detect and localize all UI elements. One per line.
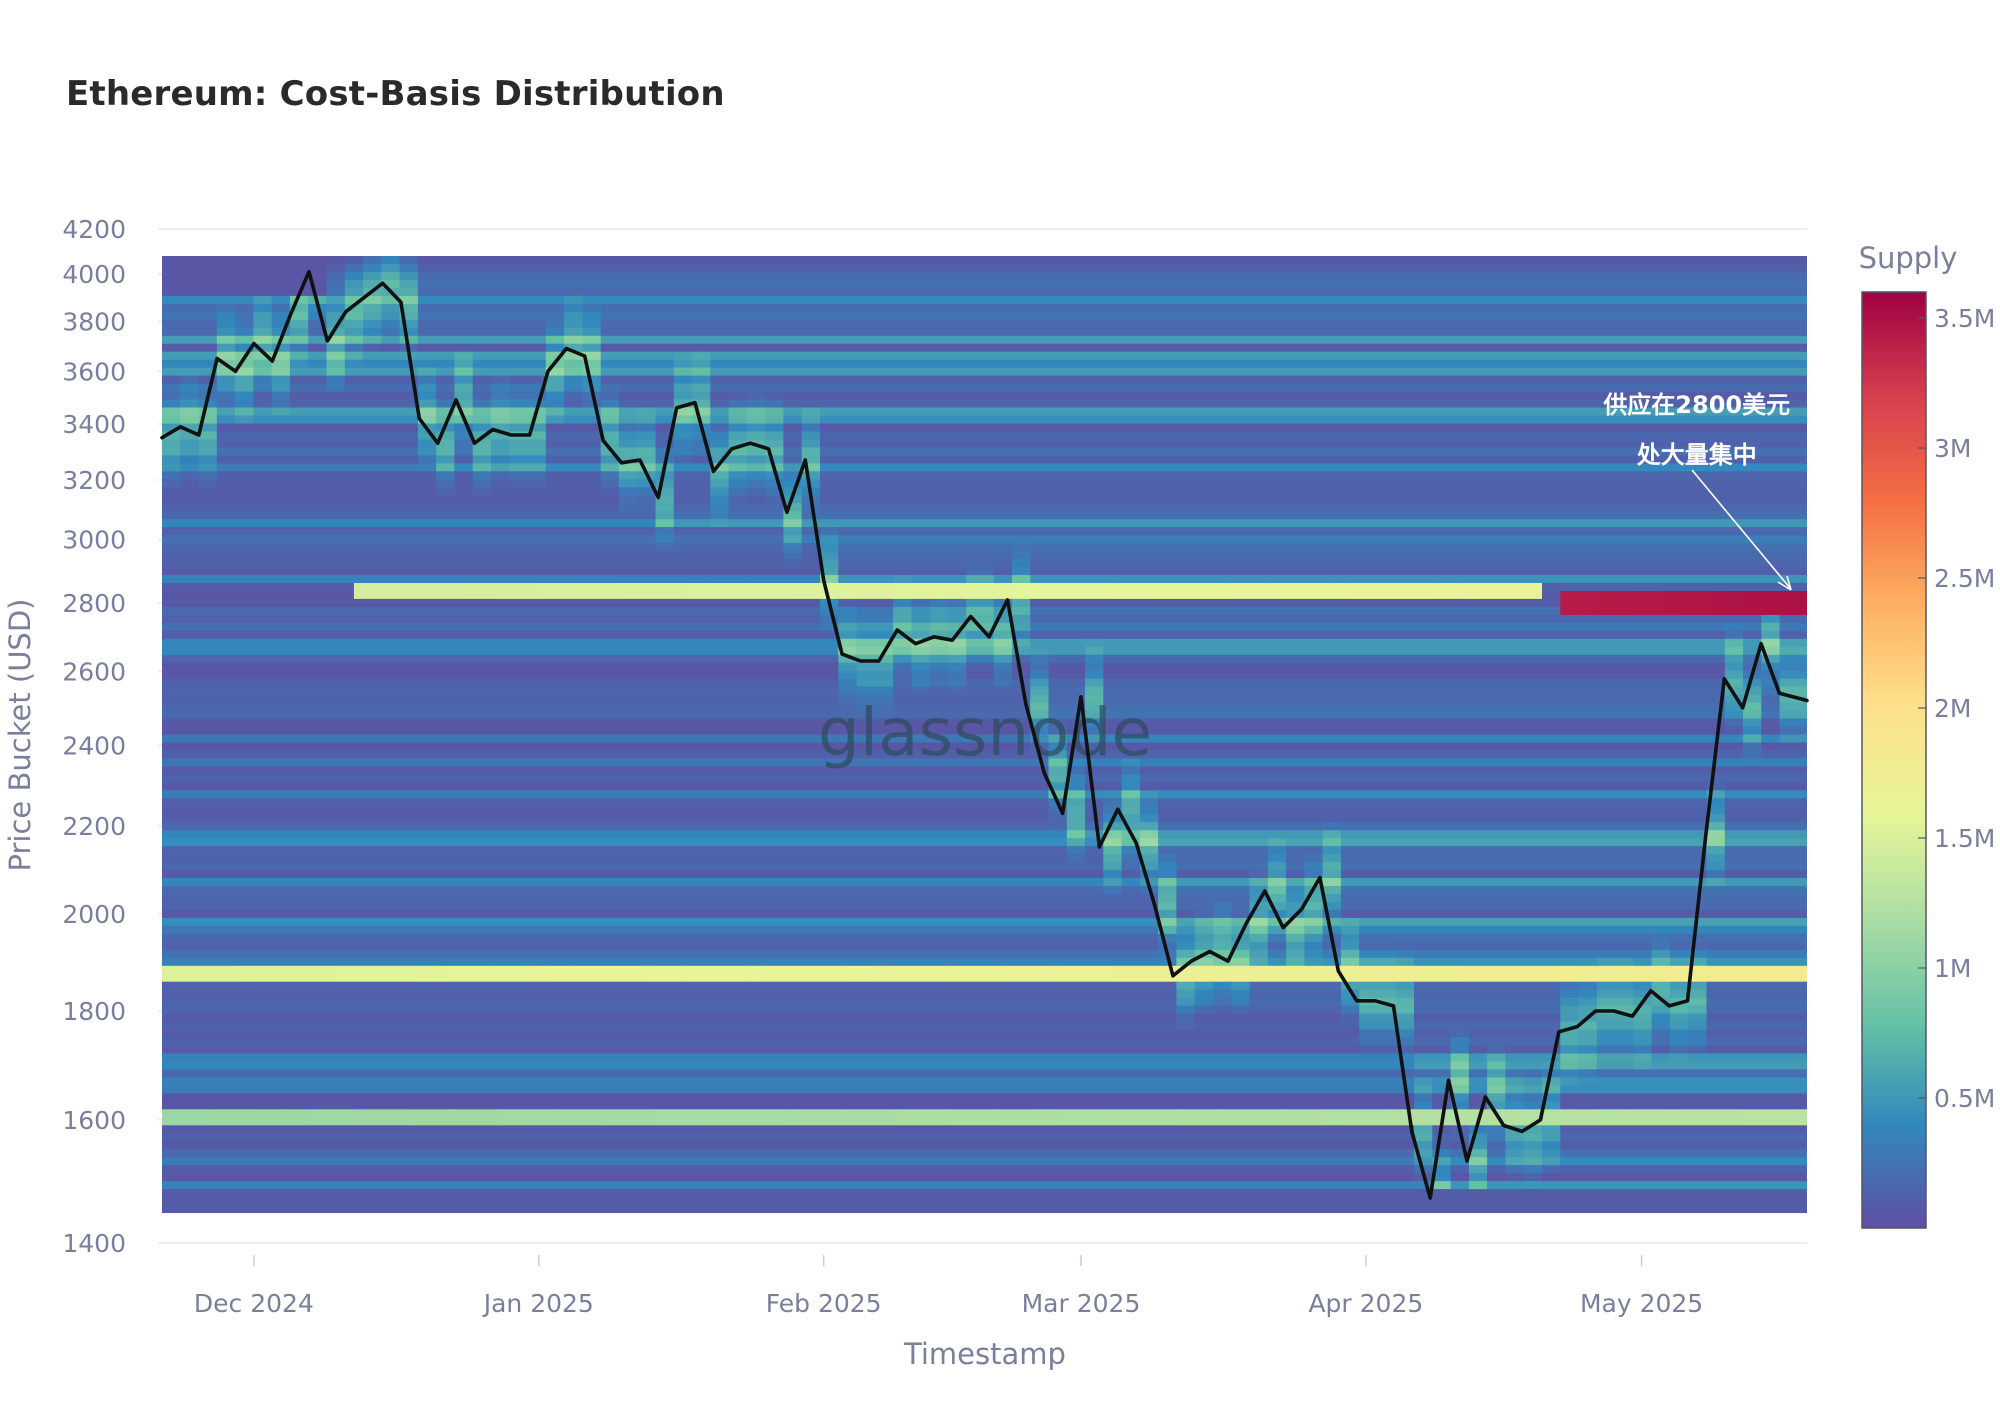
colorbar-ticks: 0.5M 1M 1.5M 2M 2.5M 3M 3.5M [1918, 304, 1995, 1113]
colorbar-tick-label: 3.5M [1934, 304, 1995, 333]
colorbar-tick-label: 2.5M [1934, 564, 1995, 593]
colorbar-tick-label: 3M [1934, 434, 1971, 463]
y-tick-label: 3400 [62, 410, 126, 439]
annotation-arrowhead [1777, 575, 1792, 591]
x-axis: Dec 2024 Jan 2025 Feb 2025 Mar 2025 Apr 2025… [194, 1255, 1703, 1318]
colorbar-tick-label: 2M [1934, 694, 1971, 723]
x-tick-label: May 2025 [1580, 1289, 1703, 1318]
y-tick-label: 3200 [62, 466, 126, 495]
x-tick-label: Dec 2024 [194, 1289, 314, 1318]
colorbar [1861, 291, 1927, 1229]
annotation: 供应在2800美元 处大量集中 [1602, 391, 1792, 591]
y-tick-label: 2200 [62, 812, 126, 841]
x-tick-label: Feb 2025 [766, 1289, 882, 1318]
page-title: Ethereum: Cost-Basis Distribution [66, 74, 725, 114]
y-tick-label: 1400 [62, 1229, 126, 1258]
colorbar-title: Supply [1859, 241, 1958, 275]
annotation-arrow-line [1691, 469, 1791, 589]
x-tick-label: Mar 2025 [1022, 1289, 1141, 1318]
y-tick-label: 3600 [62, 357, 126, 386]
x-axis-title: Timestamp [903, 1337, 1066, 1371]
annotation-line-1: 供应在2800美元 [1602, 391, 1790, 419]
y-tick-label: 2000 [62, 900, 126, 929]
colorbar-tick-label: 1.5M [1934, 824, 1995, 853]
y-tick-label: 4000 [62, 260, 126, 289]
colorbar-tick-label: 0.5M [1934, 1084, 1995, 1113]
y-tick-label: 2400 [62, 732, 126, 761]
y-tick-label: 2600 [62, 658, 126, 687]
y-axis-title: Price Bucket (USD) [3, 599, 37, 872]
colorbar-tick-label: 1M [1934, 954, 1971, 983]
y-tick-label: 1600 [62, 1106, 126, 1135]
y-tick-label: 2800 [62, 589, 126, 618]
annotation-line-2: 处大量集中 [1636, 441, 1757, 469]
watermark: glassnode [818, 694, 1152, 771]
y-tick-label: 3000 [62, 526, 126, 555]
x-tick-label: Jan 2025 [482, 1289, 594, 1318]
y-tick-label: 3800 [62, 307, 126, 336]
x-tick-label: Apr 2025 [1308, 1289, 1423, 1318]
price-line [160, 269, 1809, 1200]
y-tick-label: 4200 [62, 215, 126, 244]
y-tick-label: 1800 [62, 997, 126, 1026]
y-axis: 1400 1600 1800 2000 2200 2400 2600 2800 3000 3200… [62, 215, 126, 1258]
